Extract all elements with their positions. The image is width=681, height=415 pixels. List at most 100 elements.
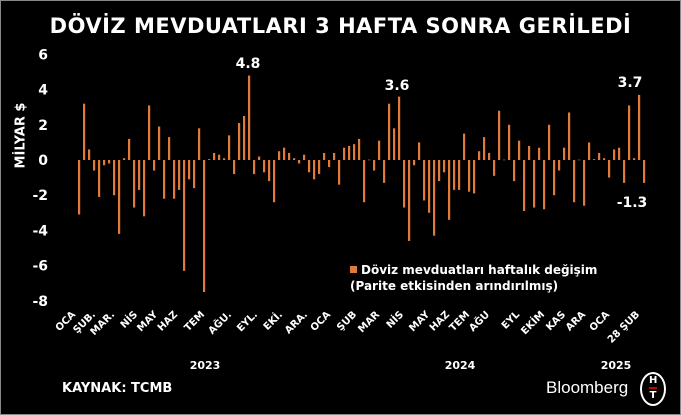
source-label: KAYNAK: TCMB <box>62 381 173 396</box>
x-tick-label: EYL. <box>235 309 260 334</box>
bar <box>358 138 361 160</box>
bar <box>273 160 276 203</box>
bar <box>423 160 426 201</box>
bar <box>248 75 251 160</box>
bar <box>333 152 336 160</box>
bar <box>173 160 176 199</box>
bar <box>388 103 391 160</box>
bar <box>628 105 631 160</box>
bloomberg-logo: Bloomberg <box>546 378 629 397</box>
bar <box>513 160 516 182</box>
x-tick-label: KAS <box>544 309 568 333</box>
chart-title: DÖVİZ MEVDUATLARI 3 HAFTA SONRA GERİLEDİ <box>49 14 632 38</box>
bar <box>308 160 311 173</box>
bar <box>523 160 526 212</box>
bar <box>448 160 451 220</box>
bar <box>463 133 466 160</box>
bar <box>503 159 506 161</box>
bar <box>163 160 166 199</box>
bar <box>393 128 396 160</box>
bar <box>288 152 291 160</box>
legend-line-1: Döviz mevduatları haftalık değişim <box>361 263 598 277</box>
data-annotation: -1.3 <box>617 195 648 211</box>
bar <box>263 160 266 173</box>
bar <box>348 145 351 160</box>
x-tick-label: HAZ <box>428 309 452 333</box>
bar <box>88 149 91 160</box>
x-tick-label: AĞU <box>466 308 492 334</box>
bar <box>213 152 216 160</box>
bar <box>428 160 431 213</box>
bar <box>108 160 111 164</box>
x-tick-label: ŞUB <box>335 309 359 333</box>
bar <box>153 160 156 171</box>
bar <box>438 160 441 182</box>
bar <box>258 156 261 160</box>
bar <box>593 159 596 160</box>
bar <box>328 160 331 168</box>
bar <box>353 144 356 160</box>
bar <box>578 159 581 161</box>
bar <box>103 160 106 166</box>
bar <box>483 137 486 160</box>
bar <box>533 160 536 208</box>
x-tick-label: AĞU. <box>205 308 234 337</box>
bar <box>543 160 546 210</box>
bar <box>158 126 161 160</box>
bar <box>473 160 476 194</box>
x-tick-label: EKİM <box>517 307 547 337</box>
bar <box>528 145 531 160</box>
bar <box>243 116 246 160</box>
data-annotation: 4.8 <box>236 56 261 72</box>
x-tick-label: NİS <box>383 307 407 331</box>
bar <box>518 140 521 160</box>
bar <box>418 142 421 160</box>
y-tick-label: -6 <box>32 259 48 275</box>
y-tick-label: 0 <box>38 153 48 169</box>
x-tick-label: ARA. <box>283 309 310 336</box>
y-tick-label: -2 <box>32 188 48 204</box>
bar <box>228 135 231 160</box>
bar <box>363 160 366 203</box>
bar <box>443 160 446 173</box>
bar <box>453 160 456 190</box>
bar <box>278 151 281 160</box>
bar <box>383 160 386 183</box>
bar <box>403 160 406 208</box>
y-tick-label: 2 <box>38 118 48 134</box>
bar <box>343 147 346 160</box>
bar <box>433 160 436 236</box>
bar <box>133 160 136 208</box>
bar <box>468 160 471 192</box>
x-tick-label: MAR <box>356 309 382 335</box>
bar <box>573 160 576 203</box>
x-tick-label: TEM <box>183 309 208 334</box>
x-tick-label: OCA <box>588 309 613 334</box>
y-tick-label: -8 <box>32 294 48 310</box>
x-tick-label: HAZ <box>156 309 180 333</box>
legend: Döviz mevduatları haftalık değişim (Pari… <box>350 262 597 294</box>
x-tick-label: ARA <box>564 309 588 333</box>
bar <box>113 160 116 196</box>
bar <box>323 152 326 160</box>
bar <box>588 142 591 160</box>
bar <box>233 160 236 175</box>
bar <box>613 149 616 160</box>
bar <box>558 160 561 171</box>
bar <box>83 103 86 160</box>
bar <box>598 152 601 160</box>
bar <box>618 147 621 160</box>
bar <box>538 147 541 160</box>
bar <box>378 140 381 160</box>
bar <box>623 160 626 183</box>
bar <box>123 158 126 160</box>
bar <box>188 160 191 180</box>
bar <box>293 158 296 160</box>
bar <box>633 158 636 160</box>
bar <box>553 160 556 196</box>
data-annotation: 3.6 <box>385 78 410 94</box>
x-tick-label: MAY <box>407 309 432 334</box>
x-tick-label: MAY <box>135 309 160 334</box>
bar <box>303 154 306 160</box>
